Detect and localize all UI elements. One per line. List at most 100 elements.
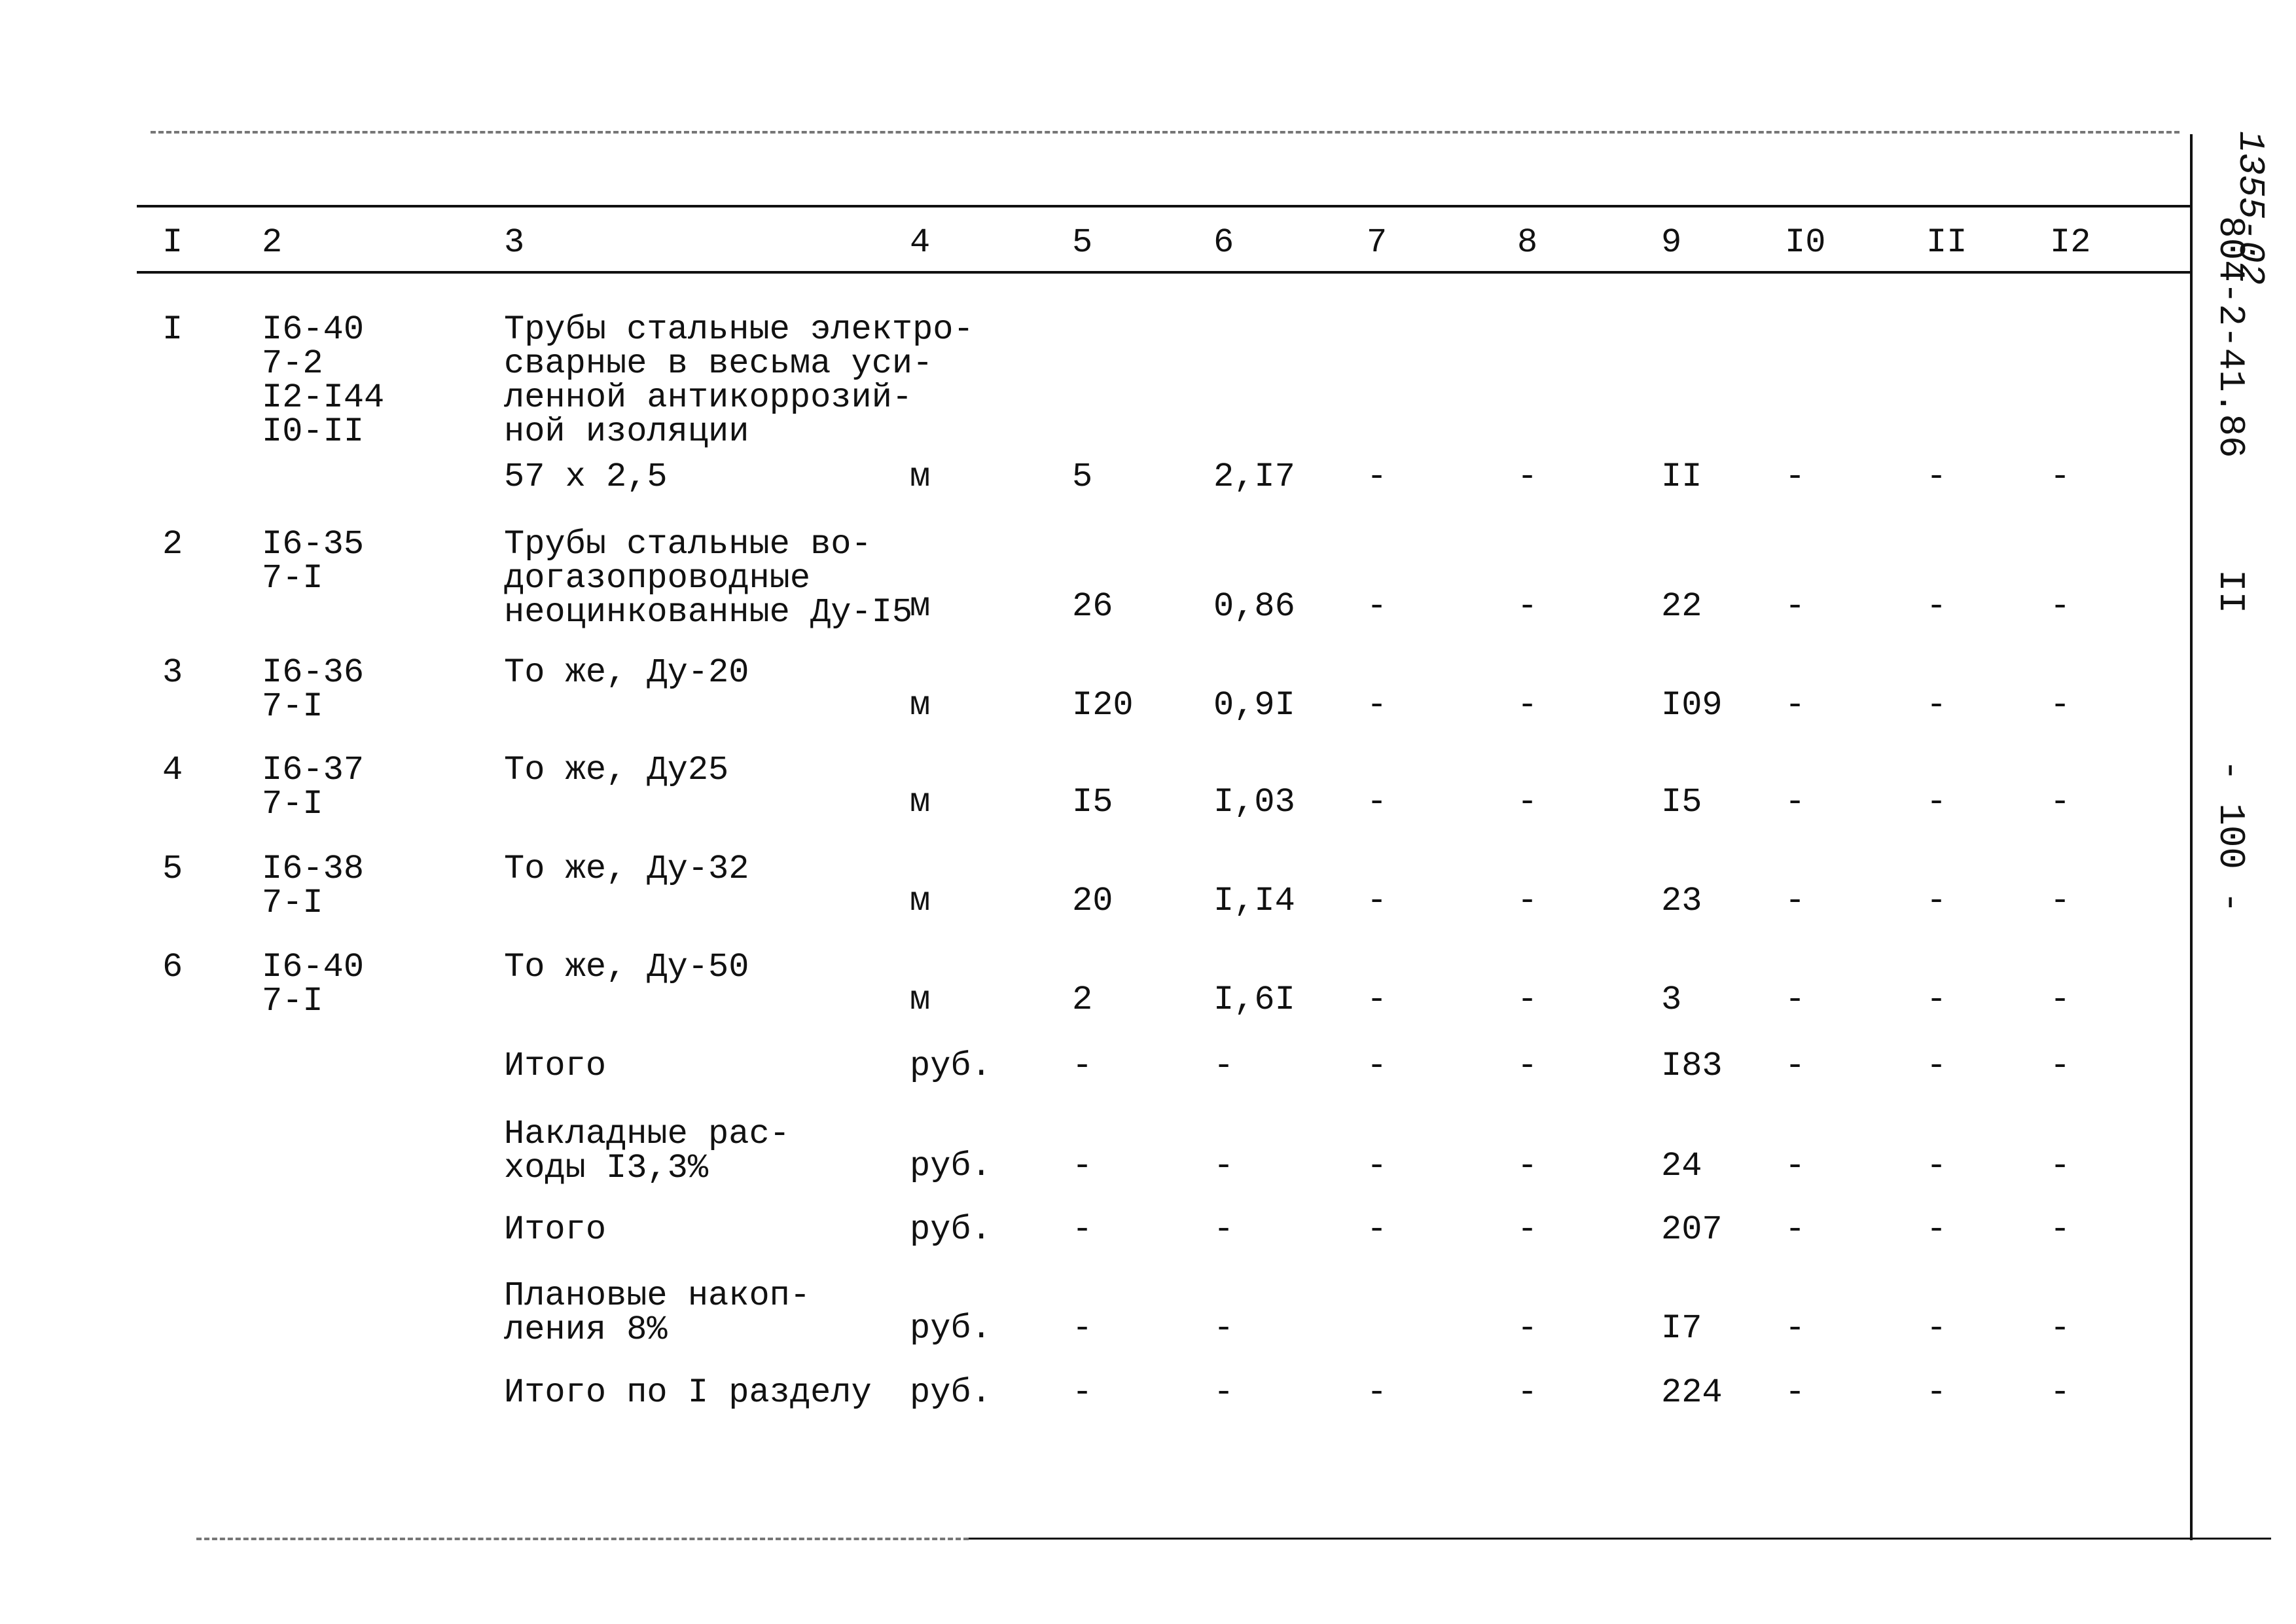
row-code: I6-35 <box>262 525 365 564</box>
row-value-col-9: 24 <box>1661 1147 1702 1185</box>
row-value-col-11: - <box>1926 1047 1947 1085</box>
row-value-col-5: 26 <box>1072 587 1113 626</box>
row-value-col-8: - <box>1517 981 1538 1019</box>
row-value-col-12: - <box>2050 1047 2071 1085</box>
row-value-col-9: 3 <box>1661 981 1682 1019</box>
section-number: II <box>2210 569 2251 614</box>
row-value-col-10: - <box>1785 458 1806 496</box>
row-value-col-10: - <box>1785 587 1806 626</box>
row-description: Накладные рас- <box>504 1115 790 1153</box>
row-value-col-7: - <box>1367 882 1388 920</box>
row-code: I6-36 <box>262 653 365 692</box>
row-value-col-5: I5 <box>1072 783 1113 821</box>
row-value-col-11: - <box>1926 1210 1947 1249</box>
row-value-col-10: - <box>1785 981 1806 1019</box>
row-value-col-8: - <box>1517 458 1538 496</box>
row-value-col-11: - <box>1926 981 1947 1019</box>
row-value-col-8: - <box>1517 783 1538 821</box>
row-number: 3 <box>162 653 183 692</box>
bottom-rule <box>969 1538 2271 1540</box>
row-value-col-12: - <box>2050 981 2071 1019</box>
row-unit: м <box>910 587 931 626</box>
row-value-col-5: - <box>1072 1147 1093 1185</box>
row-code: 7-2 <box>262 344 323 383</box>
row-value-col-6: 0,86 <box>1213 587 1295 626</box>
row-value-col-6: - <box>1213 1373 1234 1412</box>
row-value-col-12: - <box>2050 1210 2071 1249</box>
row-value-col-6: I,6I <box>1213 981 1295 1019</box>
header-col-5: 5 <box>1072 223 1093 262</box>
header-col-6: 6 <box>1213 223 1234 262</box>
row-value-col-9: 23 <box>1661 882 1702 920</box>
row-value-col-11: - <box>1926 1309 1947 1348</box>
row-code: 7-I <box>262 982 323 1020</box>
row-value-col-5: - <box>1072 1309 1093 1348</box>
row-value-col-7: - <box>1367 783 1388 821</box>
row-value-col-6: I,03 <box>1213 783 1295 821</box>
row-value-col-9: II <box>1661 458 1702 496</box>
row-description: То же, Ду-50 <box>504 948 749 986</box>
header-col-3: 3 <box>504 223 525 262</box>
row-value-col-5: 20 <box>1072 882 1113 920</box>
row-value-col-9: I83 <box>1661 1047 1723 1085</box>
row-value-col-12: - <box>2050 882 2071 920</box>
row-value-col-11: - <box>1926 1373 1947 1412</box>
row-unit: м <box>910 981 931 1019</box>
row-unit: руб. <box>910 1147 992 1185</box>
header-col-4: 4 <box>910 223 931 262</box>
row-code: I0-II <box>262 412 365 451</box>
row-number: 6 <box>162 948 183 986</box>
row-value-col-10: - <box>1785 1309 1806 1348</box>
row-code: 7-I <box>262 785 323 823</box>
row-value-col-10: - <box>1785 882 1806 920</box>
row-description: Трубы стальные во- <box>504 525 872 564</box>
row-value-col-10: - <box>1785 1373 1806 1412</box>
row-value-col-5: 5 <box>1072 458 1093 496</box>
row-description: ходы I3,3% <box>504 1149 709 1187</box>
row-unit: руб. <box>910 1309 992 1348</box>
row-value-col-6: - <box>1213 1047 1234 1085</box>
row-code: 7-I <box>262 687 323 726</box>
document-number: 804-2-41.86 <box>2210 216 2251 458</box>
header-col-8: 8 <box>1517 223 1538 262</box>
bottom-faded-rule <box>196 1538 969 1540</box>
row-value-col-5: - <box>1072 1373 1093 1412</box>
row-description: ления 8% <box>504 1310 668 1349</box>
row-number: 4 <box>162 751 183 789</box>
row-value-col-8: - <box>1517 1147 1538 1185</box>
row-value-col-12: - <box>2050 1373 2071 1412</box>
row-value-col-12: - <box>2050 1309 2071 1348</box>
header-col-2: 2 <box>262 223 283 262</box>
row-unit: руб. <box>910 1210 992 1249</box>
row-number: I <box>162 310 183 349</box>
row-value-col-9: I09 <box>1661 686 1723 725</box>
row-value-col-7: - <box>1367 458 1388 496</box>
row-value-col-8: - <box>1517 1047 1538 1085</box>
row-code: I2-I44 <box>262 378 385 417</box>
row-value-col-9: 22 <box>1661 587 1702 626</box>
row-code: I6-37 <box>262 751 365 789</box>
row-unit: руб. <box>910 1047 992 1085</box>
row-value-col-9: I5 <box>1661 783 1702 821</box>
row-value-col-11: - <box>1926 686 1947 725</box>
page-number: - 100 - <box>2210 759 2251 914</box>
table-top-rule <box>137 205 2191 208</box>
header-col-1: I <box>162 223 183 262</box>
row-value-col-8: - <box>1517 1210 1538 1249</box>
row-description: Итого <box>504 1210 607 1249</box>
row-value-col-10: - <box>1785 1047 1806 1085</box>
row-value-col-7: - <box>1367 1373 1388 1412</box>
row-value-col-12: - <box>2050 587 2071 626</box>
row-value-col-5: - <box>1072 1210 1093 1249</box>
row-value-col-8: - <box>1517 686 1538 725</box>
header-col-9: 9 <box>1661 223 1682 262</box>
header-bottom-rule <box>137 271 2191 274</box>
row-value-col-7: - <box>1367 981 1388 1019</box>
row-code: I6-40 <box>262 310 365 349</box>
row-unit: м <box>910 783 931 821</box>
right-border <box>2190 134 2193 1540</box>
row-value-col-10: - <box>1785 1210 1806 1249</box>
row-value-col-7: - <box>1367 587 1388 626</box>
row-value-col-8: - <box>1517 587 1538 626</box>
row-value-col-6: - <box>1213 1309 1234 1348</box>
